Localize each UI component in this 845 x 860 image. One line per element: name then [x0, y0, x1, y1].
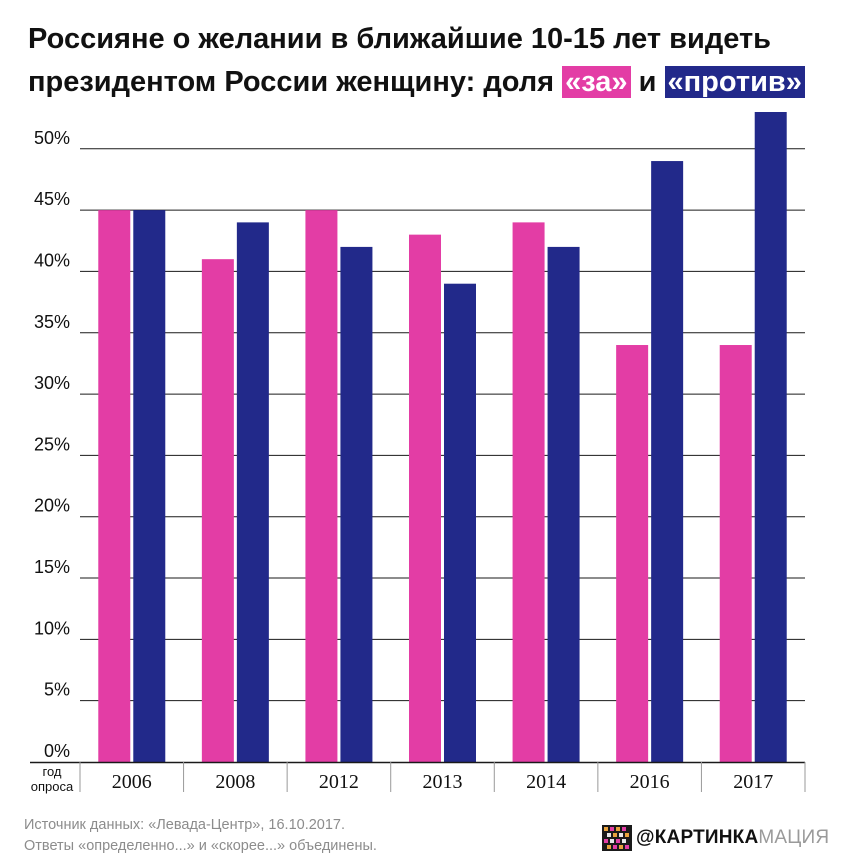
pixel-pattern-logo-icon	[602, 825, 632, 851]
y-tick-label: 30%	[34, 373, 70, 393]
y-tick-label: 25%	[34, 434, 70, 454]
bar-against	[444, 283, 476, 762]
bar-for	[616, 345, 649, 762]
y-tick-label: 20%	[34, 496, 70, 516]
bar-against	[236, 222, 269, 762]
y-tick-label: 5%	[44, 680, 70, 700]
bar-against	[133, 210, 166, 762]
y-tick-label: 10%	[34, 618, 70, 638]
title-line-1: Россияне о желании в ближайшие 10-15 лет…	[28, 23, 772, 55]
y-tick-label: 45%	[34, 189, 70, 209]
brand: @КАРТИНКАМАЦИЯ	[602, 824, 829, 852]
bar-against	[340, 246, 373, 763]
x-tick-label: 2014	[526, 771, 566, 793]
x-tick-label: 2012	[319, 771, 359, 793]
brand-name-part-2: МАЦИЯ	[758, 827, 830, 848]
brand-name: @КАРТИНКАМАЦИЯ	[636, 827, 829, 849]
x-tick-label: 2006	[112, 771, 152, 793]
x-tick-label: 2016	[630, 771, 670, 793]
y-tick-label: 15%	[34, 557, 70, 577]
y-tick-label: 40%	[34, 250, 70, 270]
bar-against	[651, 161, 684, 762]
x-tick-label: 2013	[423, 771, 463, 793]
y-tick-label: 0%	[44, 741, 70, 761]
x-tick-label: 2017	[733, 771, 773, 793]
bar-for	[98, 210, 131, 762]
bar-for	[409, 234, 441, 763]
chart-title: Россияне о желании в ближайшие 10-15 лет…	[28, 18, 828, 104]
answers-note: Ответы «определенно...» и «скорее...» об…	[24, 838, 377, 854]
brand-name-part-1: @КАРТИНКА	[636, 827, 759, 848]
highlight-for: «за»	[562, 66, 631, 98]
bar-for	[201, 259, 234, 762]
x-axis-label: опроса	[31, 779, 74, 794]
highlight-against: «против»	[664, 66, 805, 98]
title-line-2-prefix: президентом России женщину: доля	[28, 66, 563, 98]
bar-for	[719, 345, 752, 762]
footer: Источник данных: «Левада-Центр», 16.10.2…	[24, 815, 377, 857]
bar-chart: 0% 5% 10% 15% 20% 25% 30% 35% 40% 45% 50% 2006 2008 2…	[30, 112, 806, 794]
bar-for	[512, 222, 545, 762]
bar-for	[305, 210, 338, 762]
y-tick-label: 50%	[34, 128, 70, 148]
title-conjunction: и	[630, 66, 665, 98]
x-axis-label: год	[43, 764, 62, 779]
bar-against	[754, 112, 787, 762]
bar-against	[547, 246, 580, 763]
x-tick-label: 2008	[215, 771, 255, 793]
y-tick-label: 35%	[34, 312, 70, 332]
source-note: Источник данных: «Левада-Центр», 16.10.2…	[24, 817, 346, 833]
